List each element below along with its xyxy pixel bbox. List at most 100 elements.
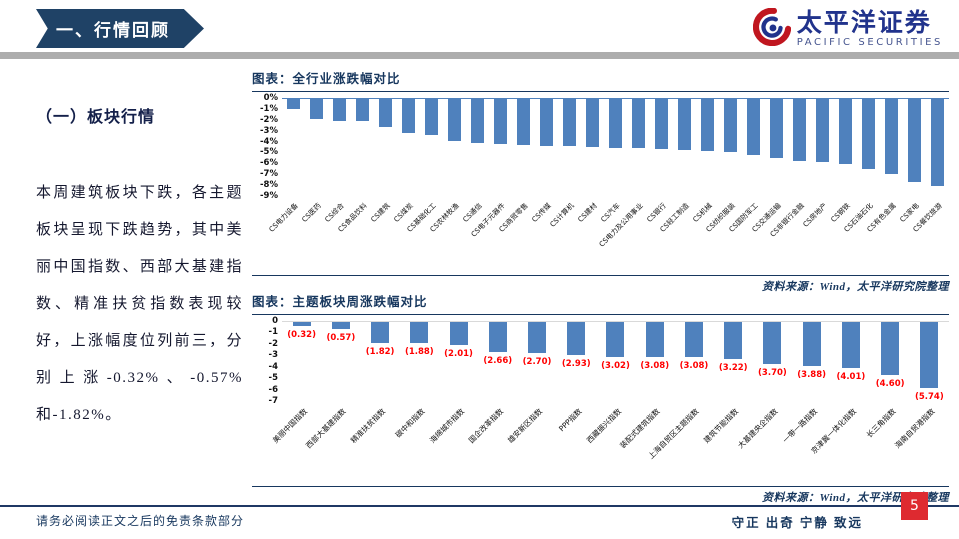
- y-tick-label: -4%: [260, 136, 278, 147]
- bar-value-label: (2.70): [522, 356, 552, 367]
- bar: [931, 99, 944, 187]
- bar-value-label: (2.01): [444, 348, 473, 359]
- bar-value-label: (3.70): [758, 368, 787, 379]
- bar-slot: CS商贸零售: [498, 99, 535, 269]
- bar-slot: CS电子元器件: [470, 99, 512, 269]
- bar: [448, 99, 461, 142]
- bar-slot: CS银行: [646, 99, 673, 269]
- bar-slot: CS建筑: [370, 99, 397, 269]
- bar: [425, 99, 438, 135]
- bar-slot: (2.01) 海绵城市指数: [427, 322, 478, 482]
- bar: [839, 99, 852, 165]
- bar-slot: (1.88) 碳中和指数: [394, 322, 439, 482]
- bar: [292, 322, 311, 326]
- bar: [449, 322, 468, 345]
- bar: [862, 99, 875, 169]
- bar: [379, 99, 392, 128]
- bar-value-label: (3.08): [640, 361, 670, 372]
- bar-slot: (3.08) 装配式建筑指数: [618, 322, 674, 482]
- bar: [356, 99, 369, 121]
- bar-slot: (4.60) 长三角指数: [864, 322, 910, 482]
- bar-value-label: (3.22): [718, 362, 748, 373]
- bar-slot: CS机械: [692, 99, 719, 269]
- bar-slot: CS计算机: [549, 99, 581, 269]
- bar-slot: CS餐饮旅游: [912, 99, 949, 269]
- y-tick-label: -5: [268, 373, 278, 384]
- source-note: 资料来源：Wind，太平洋研究院整理: [252, 275, 949, 294]
- logo-en-text: PACIFIC SECURITIES: [796, 36, 943, 48]
- y-tick-label: -4: [268, 361, 278, 372]
- x-axis-label: CS电力设备: [267, 201, 300, 234]
- disclaimer-note: 请务必阅读正文之后的免责条款部分: [36, 514, 245, 528]
- bar: [331, 322, 350, 329]
- bar-slot: CS食品饮料: [337, 99, 374, 269]
- bar-slot: CS有色金属: [866, 99, 903, 269]
- bar-slot: CS家电: [899, 99, 926, 269]
- bar: [586, 99, 599, 147]
- bar: [841, 322, 860, 368]
- bar: [488, 322, 507, 353]
- bar-slot: (4.01) 京津冀一体化指数: [809, 322, 870, 482]
- bar: [606, 322, 625, 357]
- bar-slot: CS汽车: [600, 99, 627, 269]
- bar-slot: CS农林牧渔: [429, 99, 466, 269]
- bar-slot: (5.74) 海南自贸港指数: [893, 322, 949, 482]
- bar-slot: CS综合: [324, 99, 351, 269]
- bar-value-label: (2.93): [561, 359, 591, 370]
- header-divider: [0, 52, 959, 59]
- y-tick-label: -7%: [260, 169, 278, 180]
- bar: [763, 322, 782, 365]
- left-text-column: （一）板块行情 本周建筑板块下跌，各主题板块呈现下跌趋势，其中美丽中国指数、西部…: [36, 103, 243, 434]
- bar: [645, 322, 664, 358]
- bar: [881, 322, 900, 375]
- bar-value-label: (3.08): [679, 361, 709, 372]
- page-number-badge: 5: [901, 492, 928, 520]
- pacific-securities-logo-icon: [752, 7, 791, 50]
- bar-slot: CS基础化工: [406, 99, 443, 269]
- bar-slot: CS纺织服装: [705, 99, 742, 269]
- bar-value-label: (1.82): [365, 346, 395, 357]
- y-tick-label: 0: [272, 316, 278, 326]
- bar-slot: CS国防军工: [728, 99, 765, 269]
- bar-slot: (2.70) 雄安新区指数: [506, 322, 556, 482]
- bar: [410, 322, 429, 344]
- y-tick-label: -2%: [260, 114, 278, 125]
- bar-slot: CS交通运输: [751, 99, 788, 269]
- footer-divider: [0, 505, 959, 507]
- bar: [287, 99, 300, 109]
- bar-value-label: (3.02): [601, 360, 630, 371]
- bar: [684, 322, 703, 358]
- bar: [802, 322, 821, 367]
- bar: [724, 322, 743, 359]
- y-tick-label: -6: [268, 384, 278, 395]
- bar: [567, 322, 586, 356]
- bar: [885, 99, 898, 175]
- bar-slot: (3.88) 一带一路指数: [781, 322, 831, 482]
- bar-slot: CS传媒: [531, 99, 558, 269]
- y-axis: 0% -1% -2% -3% -4% -5% -6% -7% -8% -9%: [252, 93, 282, 201]
- chart-plot: 0 -1 -2 -3 -4 -5 -6 -7 (0.32) 美丽中国指数 (0.57) 西部大基建指…: [252, 316, 949, 482]
- bar-slot: CS电力及公用事业: [598, 99, 650, 269]
- y-tick-label: -3: [268, 350, 278, 361]
- bars-area: CS电力设备 CS医药 CS综合 CS食品饮料 CS建筑 CS煤炭 CS基础化工 CS农林牧渔…: [268, 98, 949, 269]
- chart-plot: 0% -1% -2% -3% -4% -5% -6% -7% -8% -9% CS电力设备 CS医药…: [252, 93, 949, 269]
- bar-value-label: (3.88): [797, 370, 827, 381]
- bar-slot: (1.82) 精准扶贫指数: [349, 322, 399, 482]
- bar-slot: CS医药: [301, 99, 328, 269]
- y-tick-label: -9%: [260, 191, 278, 201]
- bar: [310, 99, 323, 119]
- chart-title: 图表：全行业涨跌幅对比: [252, 68, 949, 92]
- bar-slot: (3.08) 上海自贸区主题指数: [647, 322, 713, 482]
- source-note: 资料来源：Wind，太平洋研究院整理: [252, 486, 949, 505]
- bar: [678, 99, 691, 151]
- bar-slot: CS煤炭: [393, 99, 420, 269]
- bar: [632, 99, 645, 148]
- motto-text: 守正 出奇 宁静 致远: [731, 516, 863, 530]
- bar-value-label: (4.01): [836, 371, 866, 382]
- bar: [724, 99, 737, 153]
- x-axis-label: 美丽中国指数: [270, 406, 309, 445]
- bar-slot: (3.70) 大基建央企指数: [736, 322, 792, 482]
- bars-area: (0.32) 美丽中国指数 (0.57) 西部大基建指数 (1.82) 精准扶贫指数 (1.…: [271, 321, 949, 482]
- bar-slot: CS石油石化: [843, 99, 880, 269]
- bar: [609, 99, 622, 148]
